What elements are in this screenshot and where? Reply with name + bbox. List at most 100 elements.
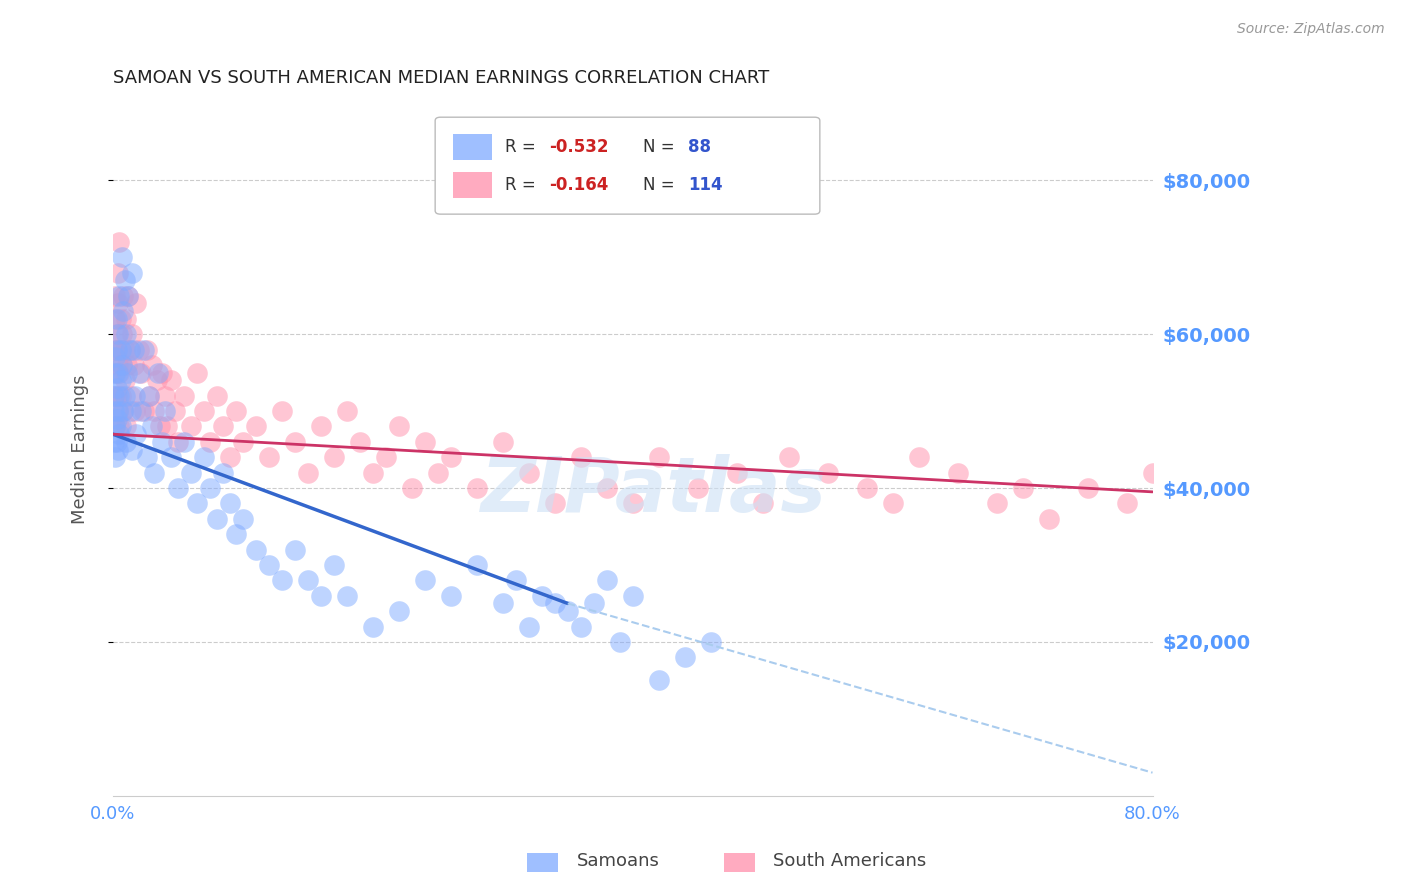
Point xyxy=(105,389,128,403)
Point xyxy=(232,434,254,449)
Point xyxy=(143,466,166,480)
Point xyxy=(544,496,567,510)
Point xyxy=(111,250,134,264)
Point xyxy=(108,389,131,403)
Text: -0.164: -0.164 xyxy=(550,176,609,194)
Point xyxy=(297,466,319,480)
Point xyxy=(621,496,644,510)
Point xyxy=(349,434,371,449)
Point xyxy=(388,604,411,618)
Point xyxy=(160,373,183,387)
Point xyxy=(111,358,134,372)
Point xyxy=(107,442,129,457)
Point xyxy=(103,389,125,403)
Point xyxy=(309,589,332,603)
Point xyxy=(193,404,215,418)
Point xyxy=(186,366,208,380)
Point xyxy=(135,450,157,465)
Point xyxy=(492,596,515,610)
Point xyxy=(225,527,247,541)
Point xyxy=(107,358,129,372)
Point xyxy=(110,311,132,326)
Point xyxy=(284,434,307,449)
Point xyxy=(112,404,135,418)
Point xyxy=(107,266,129,280)
Point xyxy=(270,404,292,418)
Point xyxy=(128,343,150,357)
Point xyxy=(105,411,128,425)
Text: SAMOAN VS SOUTH AMERICAN MEDIAN EARNINGS CORRELATION CHART: SAMOAN VS SOUTH AMERICAN MEDIAN EARNINGS… xyxy=(112,69,769,87)
FancyBboxPatch shape xyxy=(436,117,820,214)
Point xyxy=(117,288,139,302)
Point xyxy=(1011,481,1033,495)
Point xyxy=(388,419,411,434)
Point xyxy=(193,450,215,465)
Point xyxy=(141,358,163,372)
Point xyxy=(270,574,292,588)
Point xyxy=(103,343,125,357)
Point xyxy=(107,366,129,380)
Y-axis label: Median Earnings: Median Earnings xyxy=(72,375,89,524)
Point xyxy=(114,273,136,287)
Point xyxy=(621,589,644,603)
Point xyxy=(104,419,127,434)
Point xyxy=(105,343,128,357)
Point xyxy=(135,343,157,357)
Point xyxy=(212,466,235,480)
Point xyxy=(232,512,254,526)
Point xyxy=(131,366,153,380)
Point xyxy=(569,450,592,465)
Point xyxy=(986,496,1008,510)
Point xyxy=(124,389,146,403)
Point xyxy=(115,327,138,342)
Point xyxy=(778,450,800,465)
Point xyxy=(115,358,138,372)
Text: South Americans: South Americans xyxy=(773,852,927,870)
Text: R =: R = xyxy=(505,176,541,194)
Point xyxy=(699,635,721,649)
Point xyxy=(165,404,187,418)
Point xyxy=(153,389,176,403)
Point xyxy=(946,466,969,480)
Point xyxy=(121,442,143,457)
Point xyxy=(322,558,344,572)
Point xyxy=(245,419,267,434)
Point xyxy=(336,404,359,418)
Point xyxy=(1077,481,1099,495)
Point xyxy=(107,404,129,418)
Point xyxy=(882,496,904,510)
Point xyxy=(160,450,183,465)
Point xyxy=(309,419,332,434)
Point xyxy=(465,481,488,495)
Point xyxy=(108,288,131,302)
Point xyxy=(121,266,143,280)
Point xyxy=(122,343,145,357)
Point xyxy=(173,389,195,403)
Point xyxy=(582,596,605,610)
Point xyxy=(115,434,138,449)
Point xyxy=(401,481,423,495)
Point xyxy=(245,542,267,557)
Point xyxy=(465,558,488,572)
Text: N =: N = xyxy=(643,176,681,194)
Point xyxy=(413,574,436,588)
Point xyxy=(596,574,619,588)
Point xyxy=(225,404,247,418)
Point xyxy=(110,389,132,403)
Point xyxy=(131,404,153,418)
Point xyxy=(103,404,125,418)
Point xyxy=(530,589,553,603)
Point xyxy=(128,366,150,380)
Point xyxy=(673,650,696,665)
Point xyxy=(146,373,169,387)
FancyBboxPatch shape xyxy=(453,134,492,161)
Point xyxy=(596,481,619,495)
Point xyxy=(110,343,132,357)
Point xyxy=(114,343,136,357)
Point xyxy=(107,296,129,310)
Point xyxy=(492,434,515,449)
Point xyxy=(108,235,131,249)
Point xyxy=(1115,496,1137,510)
Point xyxy=(138,389,160,403)
Point xyxy=(322,450,344,465)
